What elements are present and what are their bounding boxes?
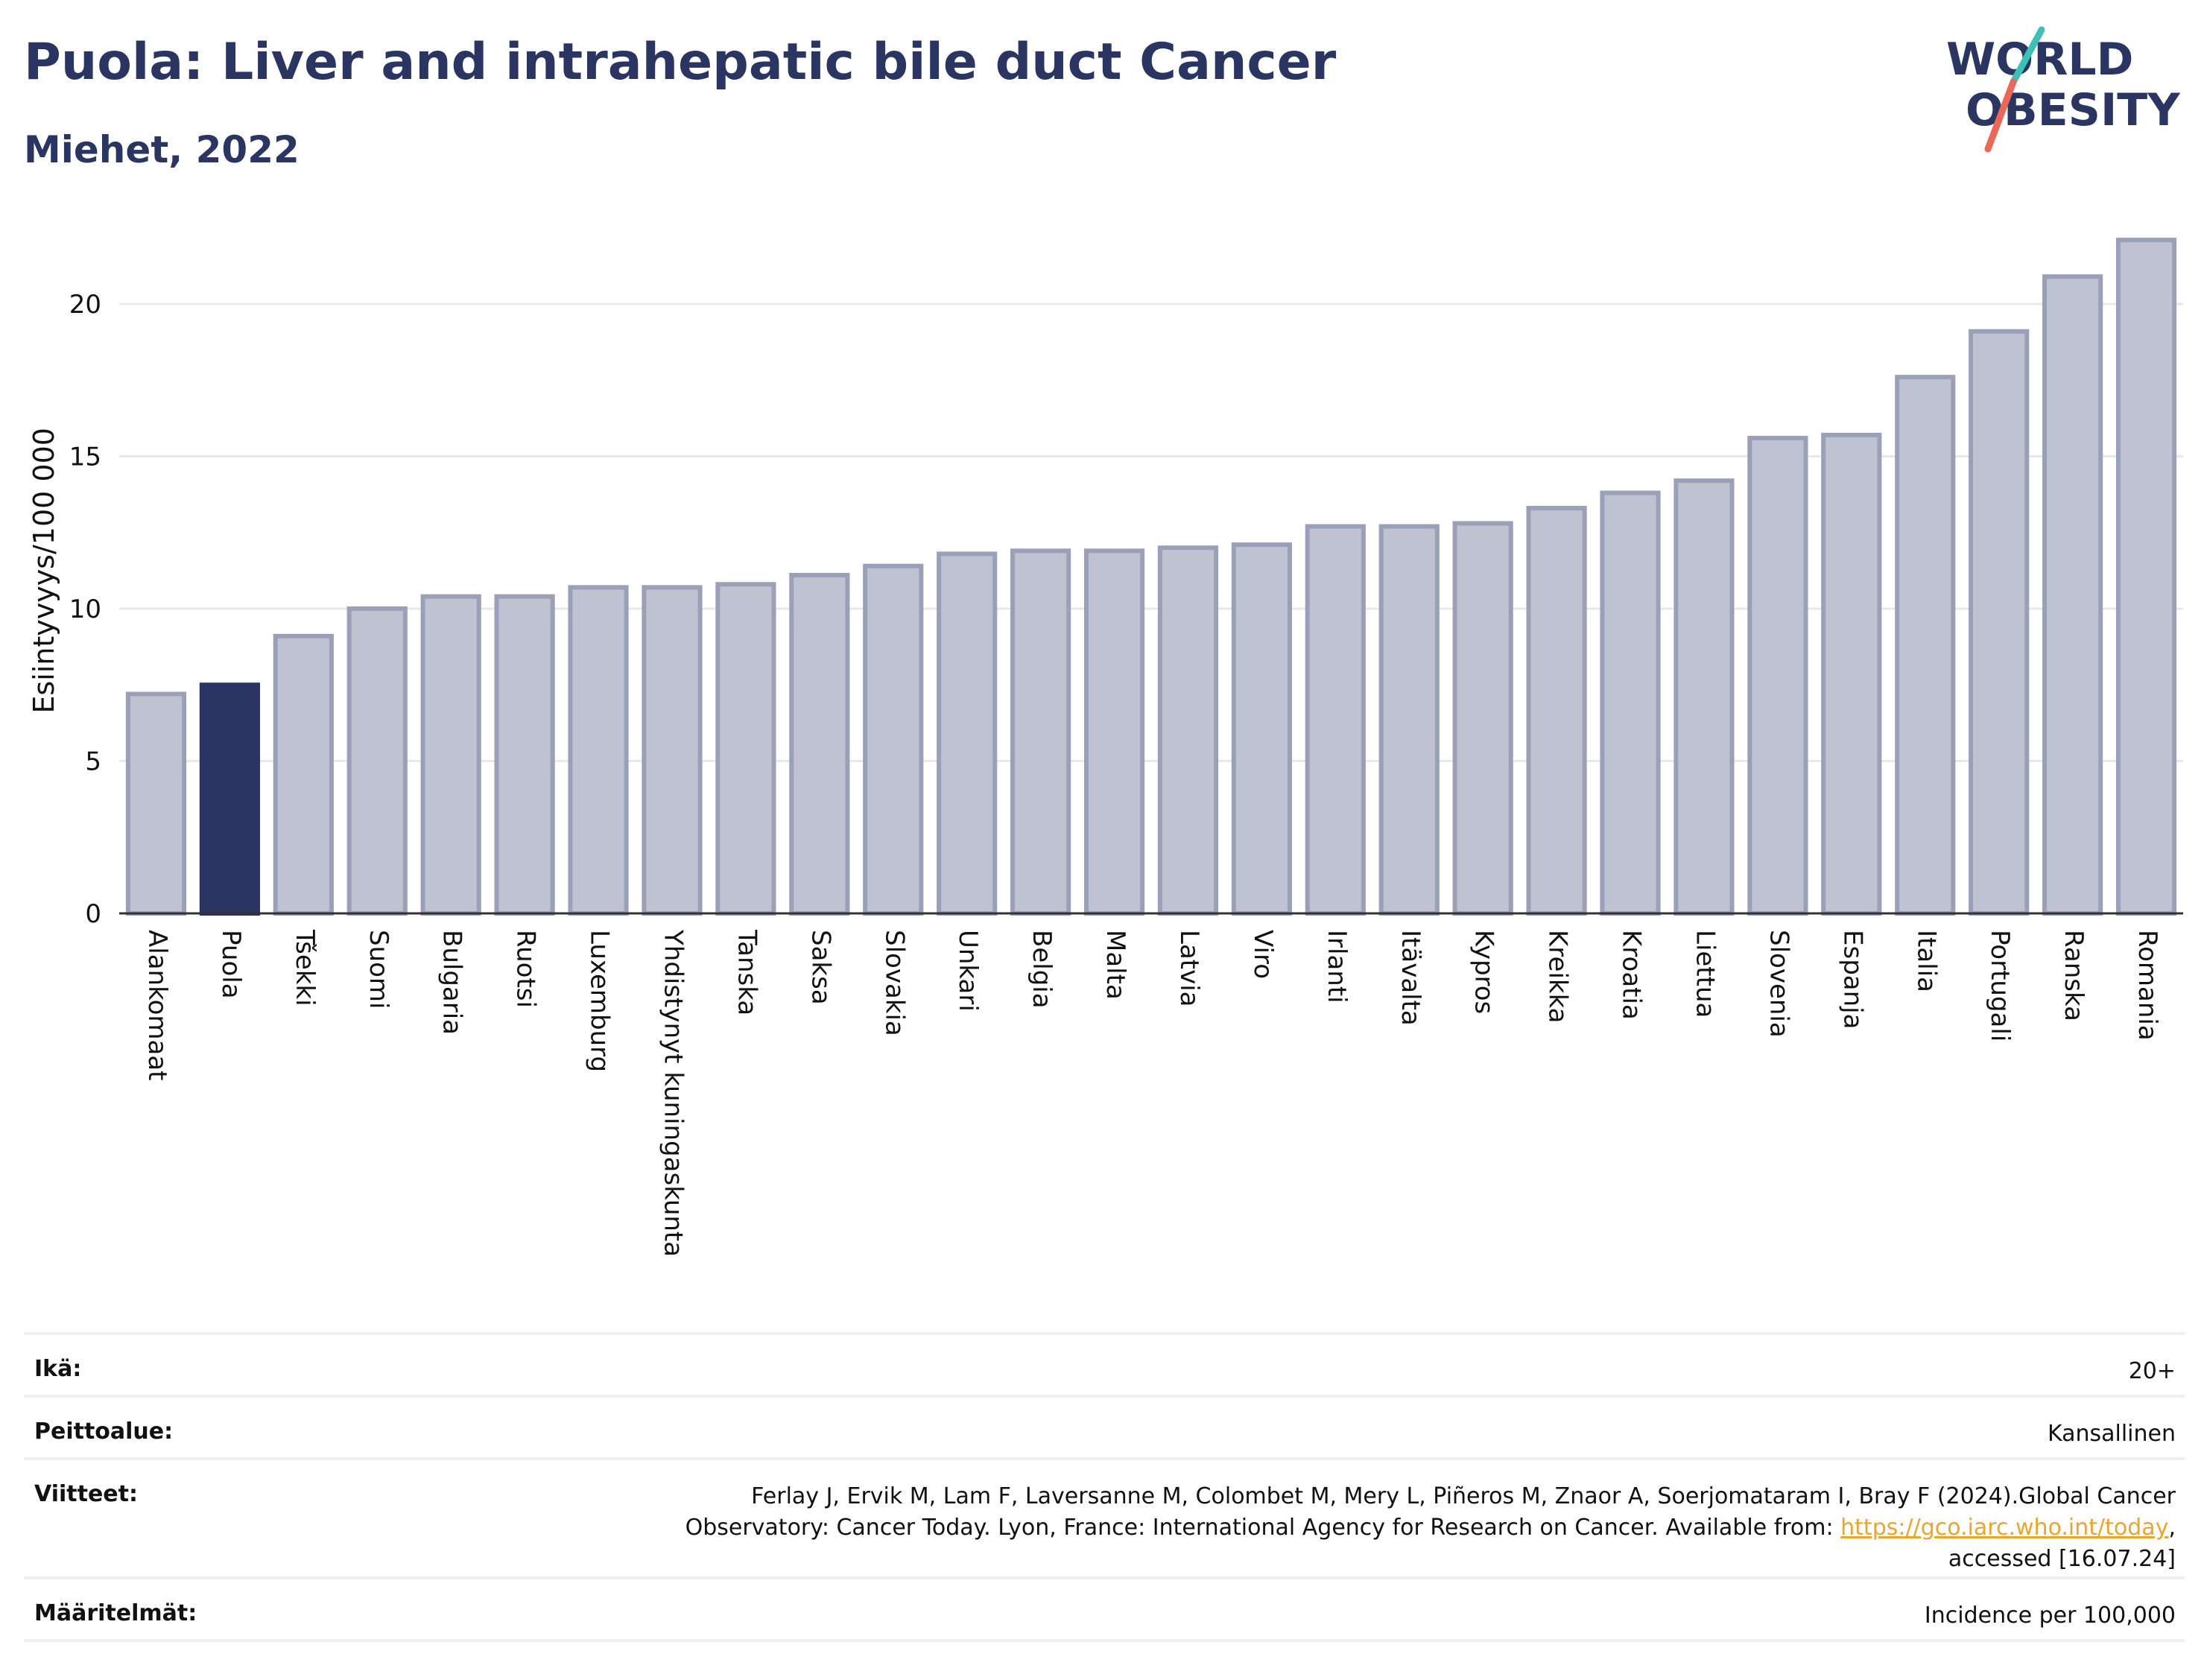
x-tick-label: Malta: [1101, 930, 1130, 1000]
x-tick-label: Luxemburg: [585, 930, 615, 1072]
x-tick-label: Kypros: [1469, 930, 1499, 1014]
references-label: Viitteet:: [34, 1481, 138, 1507]
references-line2: Observatory: Cancer Today. Lyon, France:…: [685, 1515, 2176, 1541]
age-label: Ikä:: [34, 1356, 82, 1382]
definitions-value: Incidence per 100,000: [1924, 1603, 2176, 1629]
bar: [1378, 524, 1440, 916]
x-tick-label: Puola: [216, 930, 246, 999]
y-tick-label: 0: [85, 899, 101, 929]
info-row-age: Ikä: 20+: [24, 1332, 2185, 1398]
references-link[interactable]: https://gco.iarc.who.int/today: [1840, 1515, 2169, 1541]
bar: [1600, 490, 1661, 916]
bar: [715, 582, 776, 916]
x-tick-label: Unkari: [953, 930, 983, 1012]
x-tick-label: Viro: [1248, 930, 1278, 979]
chart-title: Puola: Liver and intrahepatic bile duct …: [24, 33, 1337, 92]
bar: [1526, 506, 1587, 916]
references-line3: accessed [16.07.24]: [1948, 1546, 2176, 1572]
x-tick-label: Slovakia: [879, 930, 909, 1036]
x-tick-label: Tšekki: [290, 929, 320, 1007]
bar: [1673, 478, 1735, 916]
x-tick-label: Bulgaria: [437, 930, 467, 1035]
bar-chart: 0 5 10 15 20 Esiintyvyys/100 000 Alankomaat Puo…: [28, 238, 2183, 1257]
bar: [642, 585, 703, 916]
bar: [937, 551, 998, 916]
definitions-label: Määritelmät:: [34, 1600, 197, 1626]
x-tick-label: Latvia: [1174, 930, 1204, 1007]
bar: [1231, 542, 1292, 916]
x-tick-label: Alankomaat: [142, 930, 172, 1081]
x-tick-label: Kroatia: [1617, 930, 1647, 1020]
x-tick-label: Slovenia: [1764, 930, 1793, 1038]
info-row-coverage: Peittoalue: Kansallinen: [24, 1395, 2185, 1460]
x-tick-label: Suomi: [364, 930, 393, 1009]
info-row-definitions: Määritelmät: Incidence per 100,000: [24, 1576, 2185, 1642]
x-tick-label: Ruotsi: [511, 930, 541, 1008]
x-tick-label: Romania: [2132, 930, 2162, 1041]
bar: [1010, 548, 1071, 916]
x-tick-label: Belgia: [1027, 930, 1057, 1009]
y-axis-label: Esiintyvyys/100 000: [28, 428, 60, 714]
bar: [125, 691, 187, 916]
info-row-references: Viitteet: Ferlay J, Ervik M, Lam F, Lave…: [24, 1457, 2185, 1579]
logo-line1: WORLD: [1946, 34, 2133, 86]
bar: [273, 633, 334, 916]
coverage-label: Peittoalue:: [34, 1419, 174, 1445]
bar: [420, 594, 481, 916]
y-tick-label: 15: [69, 443, 101, 472]
bar: [346, 606, 408, 916]
x-tick-label: Saksa: [805, 930, 835, 1005]
bar: [568, 585, 629, 916]
bar: [1969, 329, 2030, 916]
bar: [1452, 521, 1513, 916]
x-tick-label: Tanska: [732, 929, 761, 1015]
bar: [789, 573, 850, 916]
y-tick-label: 5: [85, 747, 101, 777]
world-obesity-logo: WORLD OBESITY: [1946, 26, 2181, 153]
bar: [1895, 375, 1956, 916]
bar: [1083, 548, 1145, 916]
y-tick-label: 10: [69, 595, 101, 624]
x-tick-label: Kreikka: [1543, 930, 1573, 1024]
logo-slash-teal: [2010, 26, 2045, 86]
x-tick-label: Itävalta: [1396, 930, 1425, 1026]
x-tick-label: Italia: [1911, 930, 1941, 992]
references-line1: Ferlay J, Ervik M, Lam F, Laversanne M, …: [751, 1483, 2176, 1509]
chart-subtitle: Miehet, 2022: [24, 128, 300, 171]
age-value: 20+: [2128, 1358, 2176, 1384]
bar: [494, 594, 555, 916]
x-tick-label: Liettua: [1690, 930, 1720, 1018]
bar: [199, 682, 260, 916]
x-tick-label: Portugali: [1985, 930, 2015, 1042]
bar: [1747, 435, 1808, 916]
x-tick-label: Yhdistynyt kuningaskunta: [658, 929, 688, 1257]
x-tick-label: Ranska: [2059, 930, 2089, 1021]
x-tick-label: Irlanti: [1322, 930, 1352, 1004]
coverage-value: Kansallinen: [2047, 1421, 2176, 1447]
bar: [863, 563, 924, 916]
bar: [1305, 524, 1366, 916]
x-tick-label: Espanja: [1837, 930, 1867, 1029]
bar: [1157, 545, 1219, 916]
references-value: Ferlay J, Ervik M, Lam F, Laversanne M, …: [685, 1481, 2176, 1575]
bar: [2042, 274, 2103, 916]
y-tick-label: 20: [69, 290, 101, 320]
bar: [2115, 238, 2177, 916]
info-table-end: [24, 1639, 2185, 1642]
bar: [1821, 432, 1882, 916]
logo-slash-coral: [1984, 78, 2017, 153]
